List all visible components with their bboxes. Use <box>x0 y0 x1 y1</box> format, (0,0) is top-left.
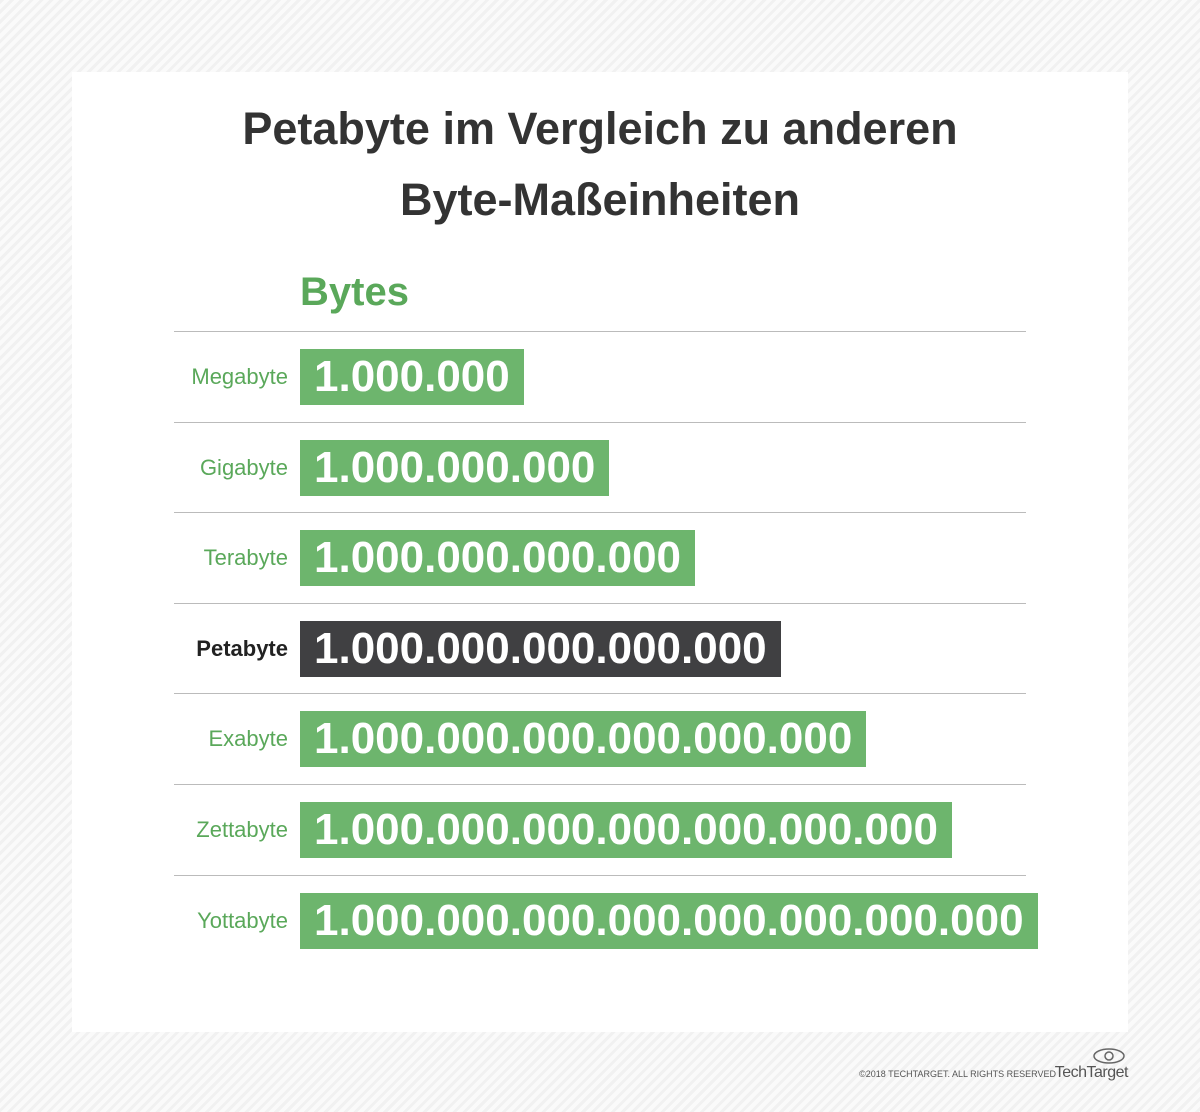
row-label: Megabyte <box>191 364 288 389</box>
logo: TechTarget <box>1054 1064 1129 1081</box>
value-bar: 1.000.000.000.000 <box>300 530 696 587</box>
value-bar: 1.000.000.000.000.000.000.000 <box>300 802 952 858</box>
separator <box>174 784 1026 785</box>
separator <box>174 874 1026 876</box>
value-bar: 1.000.000.000.000.000.000.000.000 <box>300 892 1038 949</box>
logo-icon <box>1093 1048 1125 1064</box>
title-line: Byte-Maßeinheiten <box>399 174 801 225</box>
row-label: Gigabyte <box>199 454 288 480</box>
separator <box>174 693 1026 695</box>
value-bar: 1.000.000.000.000.000.000 <box>300 711 867 768</box>
row-label: Yottabyte <box>197 907 288 933</box>
title-line: Petabyte im Vergleich zu anderen <box>242 103 958 154</box>
column-label: Bytes <box>300 270 409 314</box>
row-label: Zettabyte <box>196 817 288 842</box>
separator <box>174 331 1026 332</box>
row-label: Petabyte <box>196 635 288 661</box>
value-bar: 1.000.000 <box>300 349 524 405</box>
separator <box>174 602 1026 604</box>
value-bar: 1.000.000.000 <box>300 439 610 496</box>
separator <box>174 421 1026 423</box>
row-label: Terabyte <box>203 545 288 571</box>
copyright: ©2018 TECHTARGET. ALL RIGHTS RESERVED <box>859 1069 1056 1079</box>
separator <box>174 512 1026 514</box>
value-bar: 1.000.000.000.000.000 <box>300 620 781 677</box>
row-label: Exabyte <box>208 726 289 752</box>
